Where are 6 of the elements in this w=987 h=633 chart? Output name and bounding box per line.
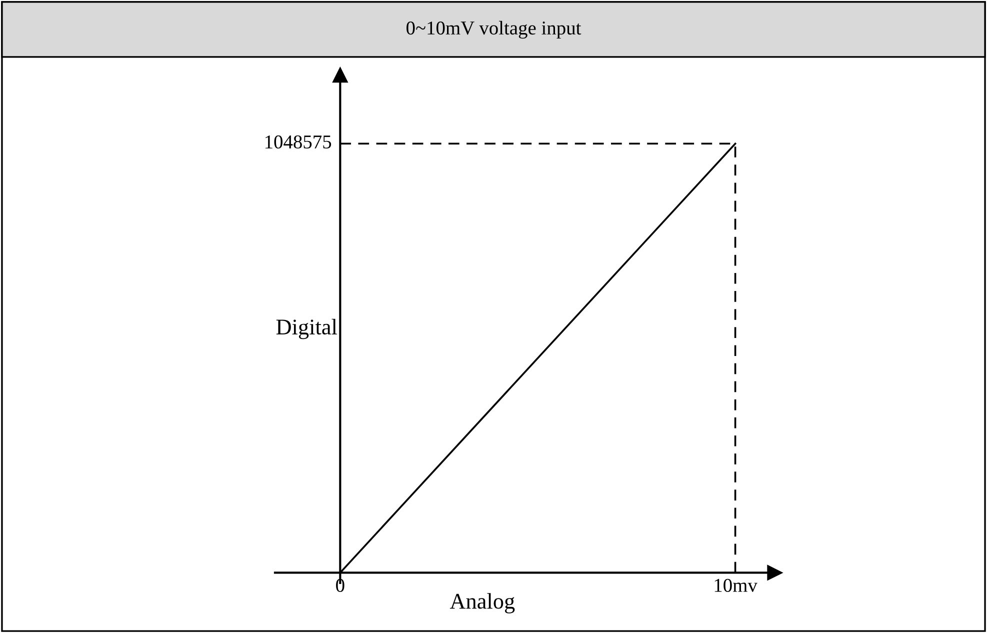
x-tick-label: 0 xyxy=(336,578,344,592)
x-axis-title: Analog xyxy=(450,593,515,614)
chart-title: 0~10mV voltage input xyxy=(406,20,582,39)
annotation: 1048575 xyxy=(265,135,332,149)
x-tick-label: 10mv xyxy=(714,578,758,592)
y-axis-title: Digital xyxy=(276,318,338,340)
